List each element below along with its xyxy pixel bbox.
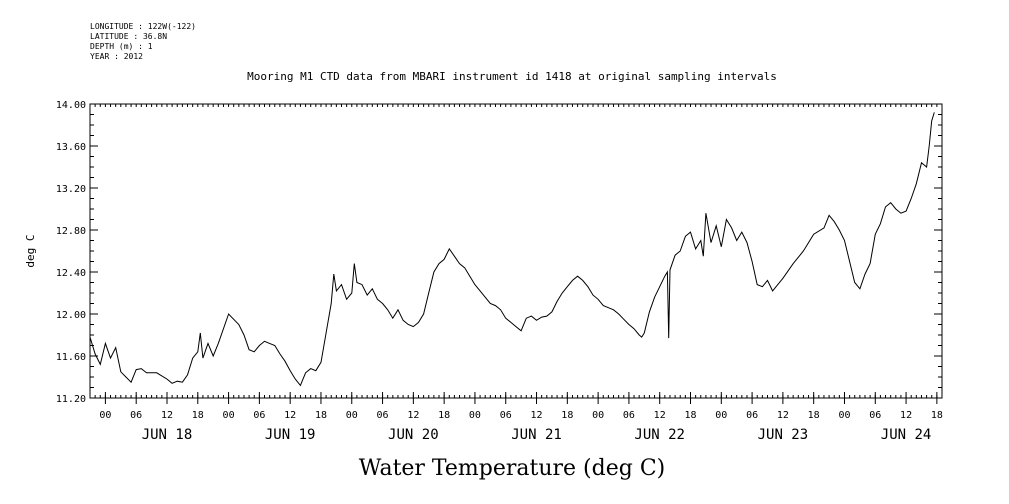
y-tick-label: 11.20 bbox=[56, 394, 86, 405]
x-tick-label: 00 bbox=[223, 410, 235, 421]
x-tick-label: 06 bbox=[869, 410, 881, 421]
y-axis-label: deg C bbox=[24, 234, 37, 267]
x-tick-label: 12 bbox=[284, 410, 296, 421]
latitude-label: LATITUDE : 36.8N bbox=[90, 32, 168, 41]
x-day-label: JUN 20 bbox=[388, 427, 439, 443]
x-tick-label: 12 bbox=[654, 410, 666, 421]
x-tick-label: 06 bbox=[253, 410, 265, 421]
x-day-label: JUN 19 bbox=[265, 427, 316, 443]
y-tick-label: 13.20 bbox=[56, 184, 86, 195]
x-axis-title: Water Temperature (deg C) bbox=[359, 456, 666, 481]
x-tick-label: 18 bbox=[931, 410, 943, 421]
x-tick-label: 18 bbox=[192, 410, 204, 421]
y-tick-label: 12.80 bbox=[56, 226, 86, 237]
x-tick-label: 18 bbox=[808, 410, 820, 421]
y-tick-label: 12.40 bbox=[56, 268, 86, 279]
x-tick-label: 00 bbox=[99, 410, 111, 421]
x-tick-label: 00 bbox=[469, 410, 481, 421]
x-day-label: JUN 18 bbox=[142, 427, 193, 443]
x-tick-label: 12 bbox=[161, 410, 173, 421]
x-tick-label: 18 bbox=[561, 410, 573, 421]
x-day-label: JUN 21 bbox=[511, 427, 562, 443]
x-tick-label: 06 bbox=[623, 410, 635, 421]
x-day-label: JUN 24 bbox=[881, 427, 932, 443]
y-tick-label: 11.60 bbox=[56, 352, 86, 363]
x-tick-label: 18 bbox=[438, 410, 450, 421]
plot-frame bbox=[89, 103, 943, 399]
x-tick-label: 06 bbox=[746, 410, 758, 421]
x-tick-label: 00 bbox=[838, 410, 850, 421]
y-tick-label: 13.60 bbox=[56, 142, 86, 153]
x-day-label: JUN 22 bbox=[634, 427, 685, 443]
y-tick-label: 12.00 bbox=[56, 310, 86, 321]
year-label: YEAR : 2012 bbox=[90, 52, 143, 61]
y-axis: 11.20 11.60 12.00 12.40 12.80 13.20 13.60 14.00 bbox=[56, 100, 942, 405]
x-day-label: JUN 23 bbox=[758, 427, 809, 443]
x-tick-label: 00 bbox=[346, 410, 358, 421]
x-tick-label: 06 bbox=[377, 410, 389, 421]
x-tick-label: 12 bbox=[777, 410, 789, 421]
x-tick-label: 12 bbox=[407, 410, 419, 421]
x-tick-label: 12 bbox=[900, 410, 912, 421]
x-tick-label: 00 bbox=[715, 410, 727, 421]
x-tick-label: 06 bbox=[500, 410, 512, 421]
x-tick-label: 06 bbox=[130, 410, 142, 421]
x-tick-label: 12 bbox=[531, 410, 543, 421]
metadata-block: LONGITUDE : 122W(-122) LATITUDE : 36.8N … bbox=[90, 22, 196, 62]
x-tick-label: 00 bbox=[592, 410, 604, 421]
x-tick-label: 18 bbox=[684, 410, 696, 421]
series-line bbox=[89, 112, 935, 387]
longitude-label: LONGITUDE : 122W(-122) bbox=[90, 22, 196, 31]
chart-title: Mooring M1 CTD data from MBARI instrumen… bbox=[247, 70, 777, 83]
y-tick-label: 14.00 bbox=[56, 100, 86, 111]
series-layer bbox=[89, 112, 935, 387]
x-axis: 00 06 12 18 00 06 12 18 00 06 12 18 00 06 12 18 00 06 12 18… bbox=[89, 104, 943, 443]
depth-label: DEPTH (m) : 1 bbox=[90, 42, 153, 51]
x-tick-label: 18 bbox=[315, 410, 327, 421]
